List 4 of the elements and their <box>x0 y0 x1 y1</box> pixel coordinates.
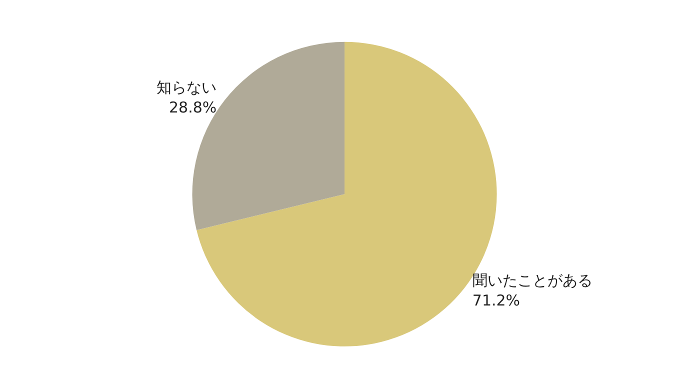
slice-label: 知らない <box>156 78 217 97</box>
data-label: 71.2% <box>472 292 520 310</box>
data-label: 28.8% <box>168 98 217 117</box>
slice-label: 聞いたことがある <box>472 272 592 290</box>
